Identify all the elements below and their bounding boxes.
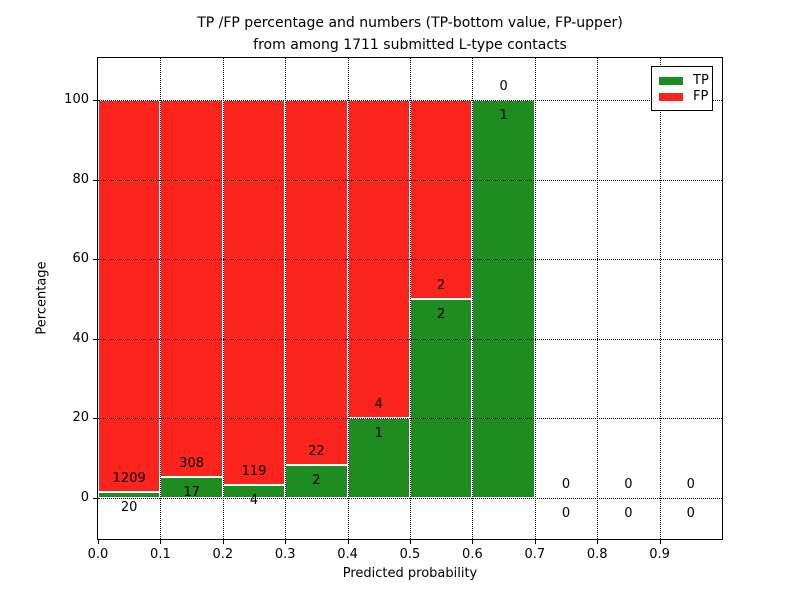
bar-segment-tp: [472, 100, 535, 498]
bar-segment-fp: [222, 100, 286, 486]
bar-segment-fp: [285, 100, 348, 465]
legend-entry-label: TP: [693, 73, 709, 88]
x-tick-label: 0.8: [586, 547, 608, 562]
x-tick-mark: [659, 540, 661, 544]
annotation-tp-count: 1: [499, 108, 508, 123]
x-tick-mark: [160, 540, 162, 544]
bar-segment-fp: [98, 100, 161, 492]
annotation-tp-count: 2: [312, 472, 321, 488]
y-axis-label: Percentage: [34, 261, 50, 335]
y-tick-label: 80: [72, 171, 89, 187]
chart-title-line1: TP /FP percentage and numbers (TP-bottom…: [197, 15, 623, 31]
annotation-tp-count: 4: [249, 493, 259, 509]
gridline-horizontal: [98, 498, 722, 499]
y-tick-mark: [93, 100, 97, 101]
gridline-horizontal: [98, 100, 722, 101]
gridline-vertical: [534, 58, 536, 539]
x-tick-mark: [534, 540, 536, 544]
y-tick-mark: [93, 498, 97, 499]
gridline-vertical: [597, 58, 599, 539]
x-tick-label: 0.0: [87, 547, 109, 562]
bar-segment-fp: [410, 100, 473, 299]
gridline-horizontal: [98, 259, 722, 261]
y-tick-mark: [93, 338, 97, 340]
annotation-tp-count: 17: [183, 485, 200, 501]
gridline-horizontal: [98, 418, 722, 420]
bar-segment-fp: [160, 100, 223, 478]
annotation-fp-count: 0: [686, 477, 695, 492]
chart-title-line2: from among 1711 submitted L-type contact…: [253, 37, 567, 53]
gridline-vertical: [160, 58, 162, 539]
x-tick-mark: [347, 540, 349, 544]
gridline-vertical: [659, 58, 661, 539]
x-tick-mark: [597, 540, 599, 544]
annotation-fp-count: 0: [499, 79, 508, 94]
annotation-tp-count: 20: [120, 499, 138, 515]
x-tick-mark: [410, 540, 411, 544]
x-tick-label: 0.9: [649, 547, 670, 562]
x-tick-label: 0.4: [337, 547, 358, 562]
tp-swatch: [659, 77, 683, 85]
gridline-vertical: [222, 58, 224, 539]
bar-segment-tp: [98, 491, 161, 498]
annotation-tp-count: 0: [624, 506, 633, 521]
legend-entry: TP: [659, 73, 712, 89]
gridline-vertical: [410, 58, 411, 539]
legend-entry-label: FP: [693, 89, 709, 104]
annotation-tp-count: 2: [437, 307, 446, 322]
x-tick-mark: [222, 540, 224, 544]
gridline-vertical: [285, 58, 287, 539]
annotation-tp-count: 0: [561, 506, 571, 521]
annotation-fp-count: 1209: [112, 470, 146, 486]
fp-swatch: [659, 93, 683, 101]
x-axis-label: Predicted probability: [342, 566, 478, 581]
y-tick-label: 20: [72, 410, 89, 426]
y-tick-label: 0: [80, 490, 89, 505]
y-tick-mark: [93, 259, 97, 261]
x-tick-mark: [98, 540, 99, 544]
gridline-vertical: [472, 58, 474, 539]
plot-area: 1209 20 308 17 119 4 22 2 4 1 2 2 0 1 0 0 0 0 0 0: [97, 57, 723, 540]
gridline-horizontal: [98, 338, 722, 340]
x-tick-label: 0.2: [212, 547, 234, 562]
chart-title: TP /FP percentage and numbers (TP-bottom…: [98, 12, 722, 56]
x-tick-mark: [285, 540, 287, 544]
y-tick-label: 40: [72, 330, 89, 346]
legend: TP FP: [651, 66, 713, 111]
x-tick-label: 0.3: [274, 547, 296, 562]
gridline-vertical: [347, 58, 349, 539]
x-tick-label: 0.5: [399, 547, 421, 562]
annotation-tp-count: 0: [686, 506, 695, 521]
annotation-fp-count: 2: [437, 278, 446, 293]
legend-entry: FP: [659, 89, 712, 105]
y-tick-mark: [93, 418, 97, 420]
annotation-fp-count: 0: [624, 477, 633, 492]
x-tick-label: 0.7: [524, 547, 546, 562]
x-tick-label: 0.6: [462, 547, 483, 562]
y-tick-label: 100: [64, 92, 89, 107]
y-tick-mark: [93, 179, 97, 181]
annotation-fp-count: 119: [241, 464, 267, 480]
x-tick-label: 0.1: [150, 547, 171, 562]
bar-segment-tp: [410, 299, 473, 498]
annotation-tp-count: 1: [374, 426, 383, 442]
annotation-fp-count: 308: [179, 456, 204, 472]
annotation-fp-count: 4: [374, 397, 383, 413]
gridline-horizontal: [98, 179, 722, 181]
x-tick-mark: [472, 540, 474, 544]
y-tick-label: 60: [72, 251, 89, 267]
annotation-fp-count: 0: [561, 477, 571, 492]
annotation-fp-count: 22: [308, 443, 325, 459]
